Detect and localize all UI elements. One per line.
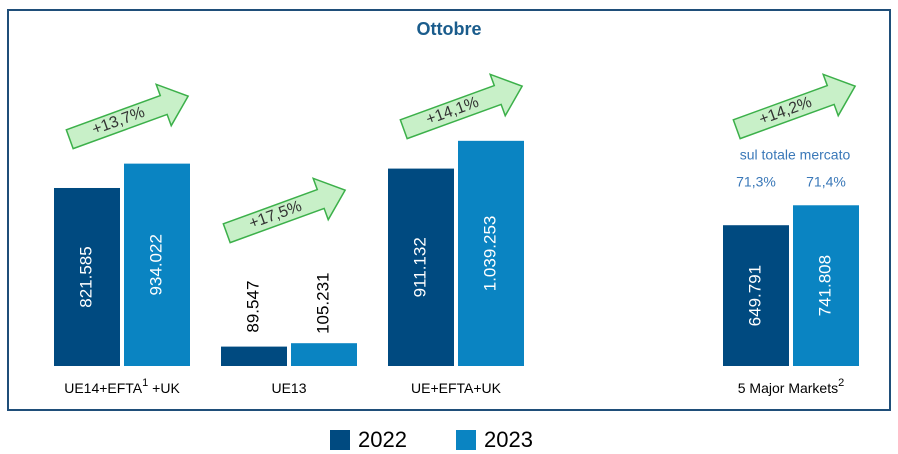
share-label: 71,3% xyxy=(736,174,776,190)
bar xyxy=(291,343,357,366)
category-part: UE+EFTA+UK xyxy=(411,380,502,396)
category-part: UE13 xyxy=(271,380,306,396)
x-tick-label: 5 Major Markets2 xyxy=(738,377,844,396)
legend-swatch xyxy=(330,430,350,450)
legend-swatch xyxy=(456,430,476,450)
value-label: 821.585 xyxy=(76,246,95,307)
share-title: sul totale mercato xyxy=(740,147,851,163)
chart-title: Ottobre xyxy=(417,19,482,39)
value-label: 911.132 xyxy=(410,237,429,297)
category-part: UE14+EFTA xyxy=(64,380,143,396)
legend-label: 2022 xyxy=(358,427,407,452)
category-part: 2 xyxy=(838,377,844,389)
bar xyxy=(124,163,190,366)
bar xyxy=(793,205,859,366)
legend-label: 2023 xyxy=(484,427,533,452)
value-label: 649.791 xyxy=(745,265,764,326)
bar xyxy=(723,225,789,366)
category-part: +UK xyxy=(148,380,180,396)
value-label: 105.231 xyxy=(313,272,332,333)
bar xyxy=(388,168,454,366)
category-part: 1 xyxy=(142,377,148,389)
x-tick-label: UE+EFTA+UK xyxy=(411,380,502,396)
x-tick-label: UE14+EFTA1 +UK xyxy=(64,377,180,396)
value-label: 934.022 xyxy=(146,234,165,295)
arrow-shape xyxy=(732,73,857,140)
bar xyxy=(54,187,120,366)
arrow-shape xyxy=(222,177,347,244)
value-label: 1.039.253 xyxy=(480,216,499,292)
bar xyxy=(458,140,524,366)
x-tick-label: UE13 xyxy=(271,380,306,396)
bar xyxy=(221,346,287,366)
arrow-shape xyxy=(399,73,524,140)
share-label: 71,4% xyxy=(806,174,846,190)
value-label: 89.547 xyxy=(243,281,262,333)
arrow-shape xyxy=(65,83,190,150)
value-label: 741.808 xyxy=(815,255,834,316)
category-part: 5 Major Markets xyxy=(738,380,838,396)
